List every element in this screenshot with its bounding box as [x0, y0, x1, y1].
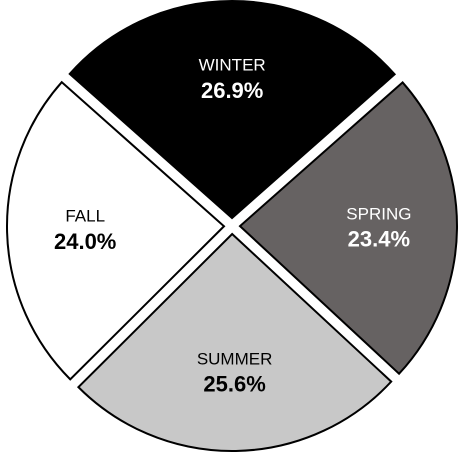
- slice-value: 25.6%: [203, 372, 265, 397]
- slice-value: 23.4%: [348, 227, 410, 252]
- pie-slice: [68, 0, 397, 220]
- slice-label: FALL: [65, 207, 105, 226]
- slice-label: SUMMER: [197, 349, 273, 368]
- pie-slice: [6, 80, 226, 381]
- slice-label: SPRING: [346, 204, 411, 223]
- slice-value: 26.9%: [201, 78, 263, 103]
- pie-slice: [76, 232, 393, 452]
- slice-label: WINTER: [199, 56, 266, 75]
- slice-value: 24.0%: [54, 229, 116, 254]
- pie-slice: [238, 81, 458, 376]
